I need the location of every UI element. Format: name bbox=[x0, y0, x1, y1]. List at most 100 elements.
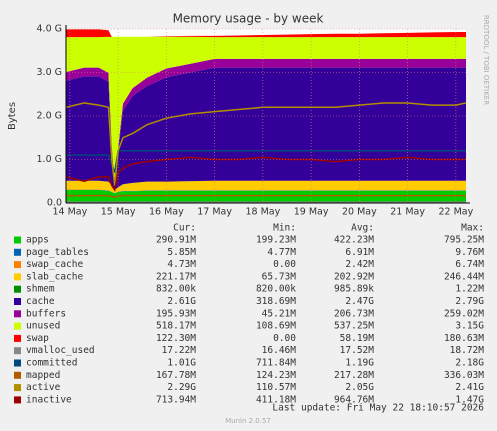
legend-stat: 411.18M bbox=[256, 394, 296, 405]
legend-stat: 58.19M bbox=[340, 333, 375, 344]
x-tick-label: 20 May bbox=[342, 207, 377, 218]
legend-stat: 2.79G bbox=[455, 296, 484, 307]
legend-label: committed bbox=[26, 358, 77, 369]
x-tick-label: 18 May bbox=[245, 207, 280, 218]
legend-label: swap_cache bbox=[26, 259, 83, 270]
legend-label: mapped bbox=[26, 370, 60, 381]
legend-stat: 259.02M bbox=[444, 308, 484, 319]
y-tick-label: 3.0 G bbox=[37, 67, 63, 78]
legend-swatch bbox=[14, 359, 21, 367]
stat-header: Min: bbox=[273, 223, 296, 234]
legend-swatch bbox=[14, 371, 21, 379]
legend-swatch bbox=[14, 347, 21, 355]
x-tick-label: 14 May bbox=[52, 207, 87, 218]
legend-stat: 518.17M bbox=[156, 321, 196, 332]
legend-stat: 246.44M bbox=[444, 271, 484, 282]
legend-stat: 336.03M bbox=[444, 370, 484, 381]
chart-title: Memory usage - by week bbox=[173, 12, 324, 26]
legend-stat: 832.00k bbox=[156, 284, 196, 295]
area bbox=[66, 180, 466, 193]
legend-stat: 206.73M bbox=[334, 308, 374, 319]
legend-stat: 318.69M bbox=[256, 296, 296, 307]
legend-stat: 45.21M bbox=[262, 308, 297, 319]
legend-stat: 290.91M bbox=[156, 235, 196, 246]
legend-swatch bbox=[14, 298, 21, 305]
legend-stat: 2.41G bbox=[455, 382, 484, 393]
line bbox=[66, 150, 466, 173]
legend-swatch bbox=[14, 322, 21, 330]
footer: Last update: Fri May 22 18:10:57 2026 bbox=[272, 403, 484, 414]
legend-swatch bbox=[14, 384, 21, 392]
legend-swatch bbox=[14, 310, 21, 318]
legend-swatch bbox=[14, 285, 21, 293]
legend-label: unused bbox=[26, 321, 60, 332]
legend-swatch bbox=[14, 261, 21, 269]
x-tick-label: 22 May bbox=[438, 207, 473, 218]
area bbox=[66, 189, 466, 194]
legend-stat: 2.42M bbox=[345, 259, 374, 270]
x-tick-label: 17 May bbox=[197, 207, 232, 218]
legend-stat: 18.72M bbox=[450, 345, 485, 356]
area bbox=[66, 36, 466, 184]
legend-stat: 65.73M bbox=[262, 271, 297, 282]
legend-stat: 795.25M bbox=[444, 235, 484, 246]
legend-swatch bbox=[14, 248, 21, 256]
version: Munin 2.0.57 bbox=[225, 417, 271, 425]
legend-stat: 180.63M bbox=[444, 333, 484, 344]
legend-swatch bbox=[14, 273, 21, 281]
legend-label: cache bbox=[26, 296, 55, 307]
legend-stat: 9.76M bbox=[455, 247, 484, 258]
y-tick-label: 0.0 bbox=[47, 198, 62, 209]
stat-header: Avg: bbox=[351, 223, 374, 234]
legend-stat: 4.77M bbox=[267, 247, 296, 258]
legend-swatch bbox=[14, 396, 21, 404]
legend-stat: 3.15G bbox=[455, 321, 484, 332]
legend-stat: 122.30M bbox=[156, 333, 196, 344]
legend-label: vmalloc_used bbox=[26, 345, 95, 356]
side-text: RRDTOOL / TOBI OETIKER bbox=[482, 15, 490, 105]
legend-stat: 6.74M bbox=[455, 259, 484, 270]
legend-stat: 985.89k bbox=[334, 284, 374, 295]
legend-stat: 6.91M bbox=[345, 247, 374, 258]
legend-label: swap bbox=[26, 333, 49, 344]
legend-stat: 0.00 bbox=[273, 259, 296, 270]
legend-stat: 17.52M bbox=[340, 345, 375, 356]
legend-stat: 217.28M bbox=[334, 370, 374, 381]
y-axis-label: Bytes bbox=[7, 102, 18, 130]
legend-stat: 1.47G bbox=[455, 394, 484, 405]
area bbox=[66, 189, 466, 194]
x-tick-label: 15 May bbox=[101, 207, 136, 218]
x-tick-label: 16 May bbox=[149, 207, 184, 218]
legend-stat: 422.23M bbox=[334, 235, 374, 246]
area bbox=[66, 58, 466, 186]
legend-stat: 2.29G bbox=[167, 382, 196, 393]
legend-stat: 2.05G bbox=[345, 382, 374, 393]
y-tick-label: 4.0 G bbox=[37, 24, 63, 35]
legend-stat: 199.23M bbox=[256, 235, 296, 246]
legend-stat: 964.76M bbox=[334, 394, 374, 405]
legend-stat: 202.92M bbox=[334, 271, 374, 282]
y-tick-label: 1.0 G bbox=[37, 154, 63, 165]
legend-stat: 108.69M bbox=[256, 321, 296, 332]
legend-stat: 2.47G bbox=[345, 296, 374, 307]
legend-label: buffers bbox=[26, 308, 66, 319]
legend-stat: 167.78M bbox=[156, 370, 196, 381]
legend-stat: 2.61G bbox=[167, 296, 196, 307]
legend-stat: 1.01G bbox=[167, 358, 196, 369]
legend-stat: 537.25M bbox=[334, 321, 374, 332]
line bbox=[66, 194, 466, 199]
legend-label: shmem bbox=[26, 284, 55, 295]
legend-stat: 713.94M bbox=[156, 394, 196, 405]
legend-stat: 124.23M bbox=[256, 370, 296, 381]
legend-swatch bbox=[14, 236, 21, 244]
legend-stat: 195.93M bbox=[156, 308, 196, 319]
legend-stat: 221.17M bbox=[156, 271, 196, 282]
legend-label: slab_cache bbox=[26, 271, 83, 282]
legend-label: apps bbox=[26, 235, 49, 246]
legend-stat: 1.22M bbox=[455, 284, 484, 295]
legend-stat: 16.46M bbox=[262, 345, 297, 356]
legend-stat: 0.00 bbox=[273, 333, 296, 344]
area bbox=[66, 189, 466, 203]
legend-stat: 2.18G bbox=[455, 358, 484, 369]
legend-label: active bbox=[26, 382, 61, 393]
